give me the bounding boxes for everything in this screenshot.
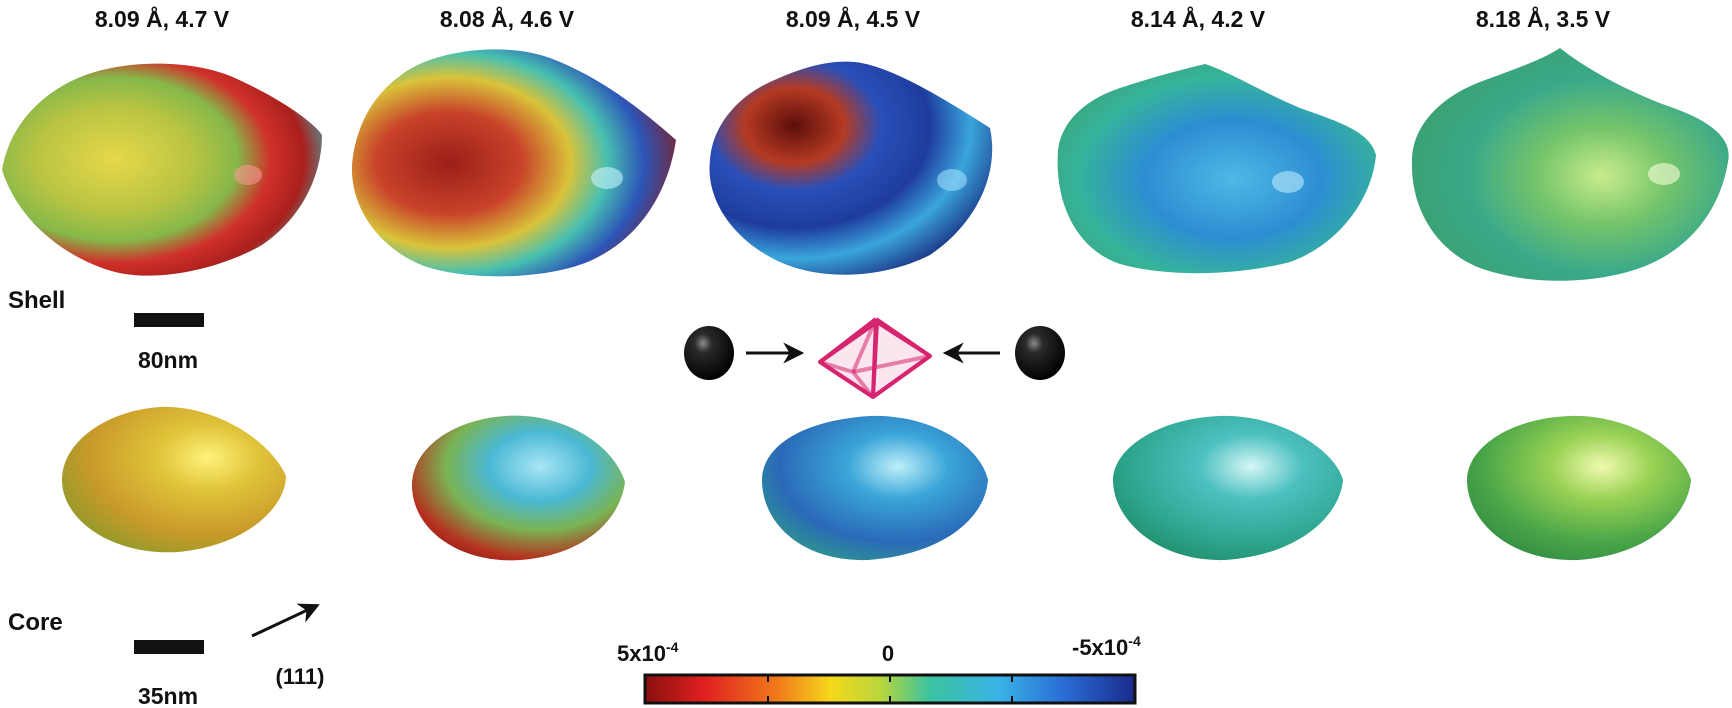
core-particle-3 bbox=[762, 415, 988, 561]
row-label-shell: Shell bbox=[8, 287, 65, 314]
column-title-1: 8.09 Å, 4.7 V bbox=[95, 5, 230, 32]
shell-particle-4 bbox=[1057, 64, 1376, 274]
column-title-3: 8.09 Å, 4.5 V bbox=[786, 5, 921, 32]
column-title-5: 8.18 Å, 3.5 V bbox=[1476, 5, 1611, 32]
shell-highlight-1 bbox=[234, 165, 262, 185]
shell-particle-5 bbox=[1411, 48, 1729, 281]
column-title-2: 8.08 Å, 4.6 V bbox=[440, 5, 575, 32]
colorbar-label-max: 5x10-4 bbox=[617, 639, 679, 666]
direction-arrow bbox=[251, 603, 320, 638]
shell-highlight-4 bbox=[1272, 171, 1304, 193]
shell-highlight-5 bbox=[1648, 163, 1680, 185]
row-label-core: Core bbox=[8, 609, 63, 636]
sphere-icon-left bbox=[684, 326, 734, 380]
shell-scale-label: 80nm bbox=[138, 347, 198, 373]
colorbar-label-min-exp: -4 bbox=[1128, 633, 1141, 649]
octahedron-icon bbox=[818, 317, 932, 399]
colorbar-label-max-base: 5x10 bbox=[617, 641, 666, 666]
shell-particle-1 bbox=[2, 63, 322, 276]
sphere-icon-right bbox=[1015, 326, 1065, 380]
shell-scale-bar bbox=[134, 313, 204, 327]
core-particle-2 bbox=[412, 415, 625, 561]
shell-highlight-2 bbox=[591, 167, 623, 189]
colorbar-label-zero: 0 bbox=[882, 641, 894, 666]
strain-colorbar: 5x10-4 0 -5x10-4 bbox=[617, 633, 1141, 705]
core-scale-bar bbox=[134, 640, 204, 654]
shell-particle-2 bbox=[351, 49, 676, 277]
core-scale-label: 35nm bbox=[138, 683, 198, 708]
colorbar-label-min-base: -5x10 bbox=[1072, 635, 1128, 660]
column-title-4: 8.14 Å, 4.2 V bbox=[1131, 5, 1266, 32]
shell-highlight-3 bbox=[937, 169, 967, 191]
direction-label: (111) bbox=[276, 664, 325, 689]
core-particle-1 bbox=[62, 406, 286, 553]
colorbar-label-min: -5x10-4 bbox=[1072, 633, 1141, 660]
shell-particle-3 bbox=[709, 61, 993, 275]
core-particle-5 bbox=[1467, 415, 1691, 561]
core-particle-4 bbox=[1113, 415, 1343, 561]
compression-schematic bbox=[684, 317, 1065, 399]
colorbar-label-max-exp: -4 bbox=[666, 639, 679, 655]
